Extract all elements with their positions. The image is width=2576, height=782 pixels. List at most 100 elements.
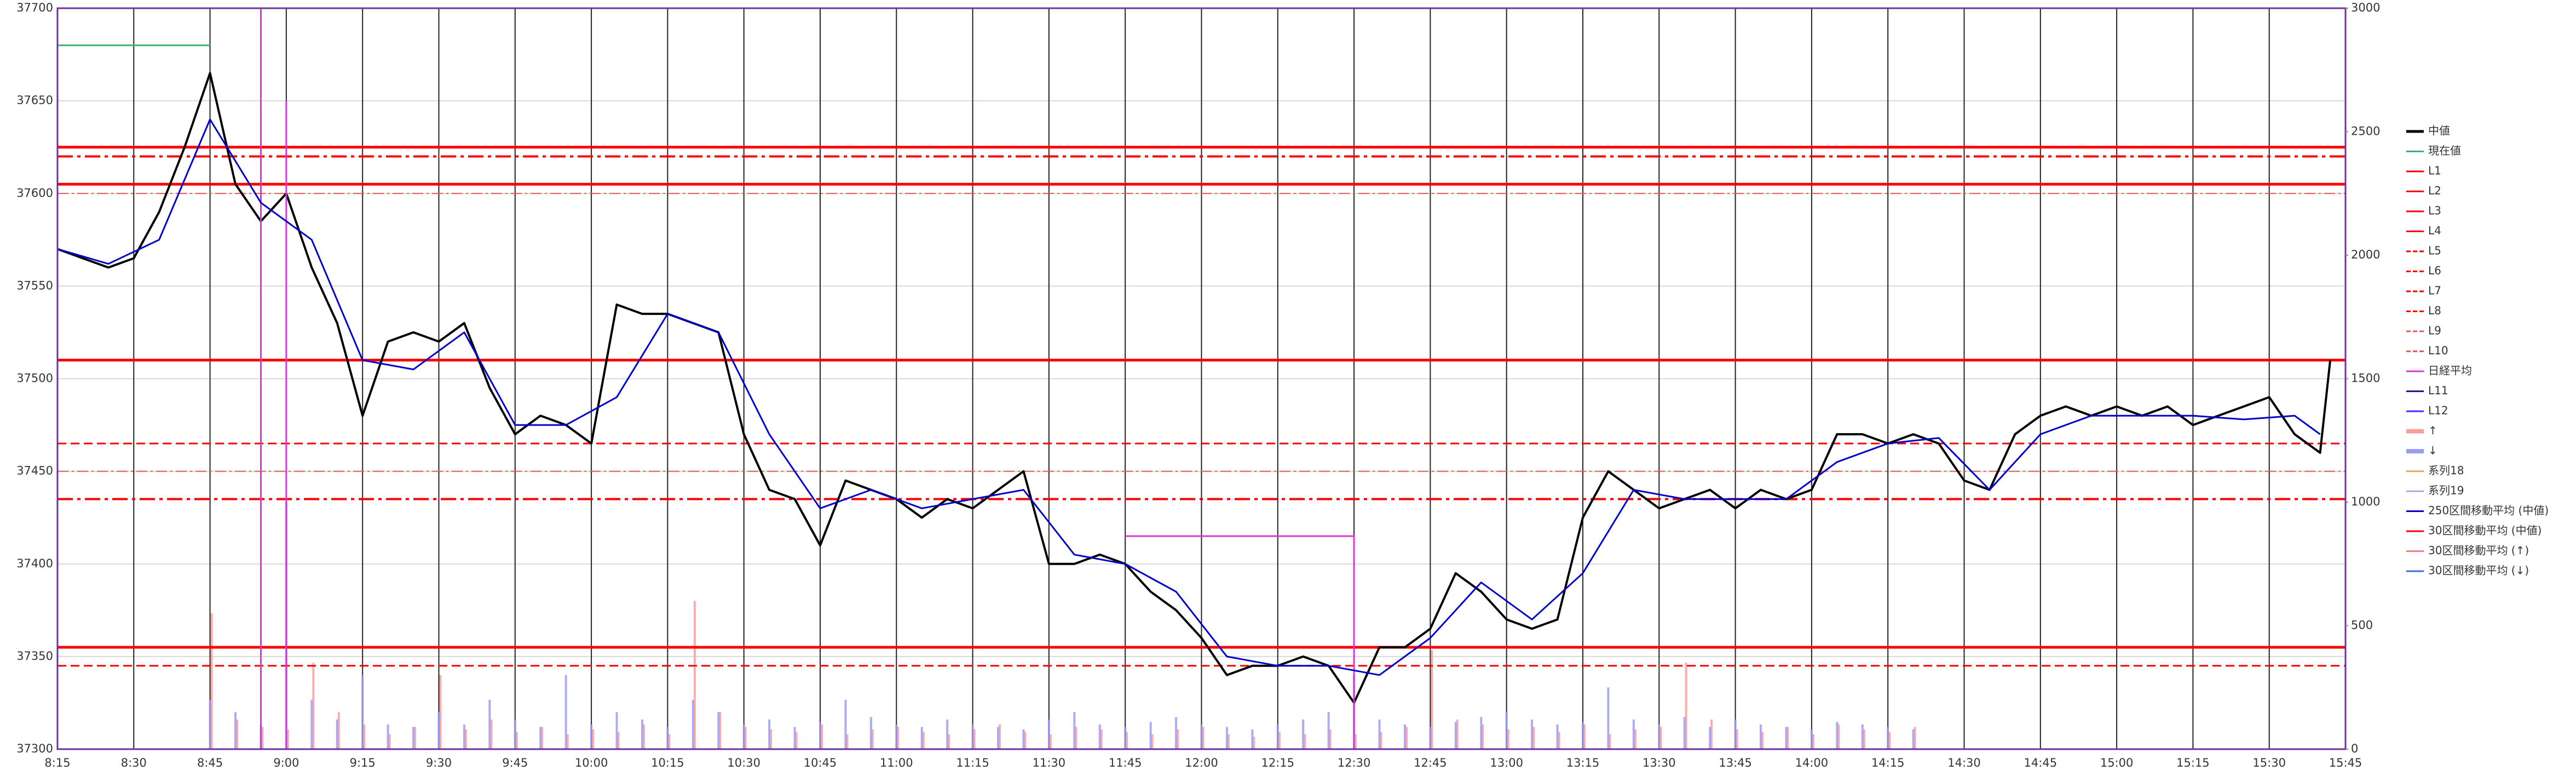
x-tick-label: 14:15 [1871, 756, 1905, 769]
x-tick-label: 13:15 [1566, 756, 1600, 769]
volume-bar [1047, 719, 1050, 749]
x-tick-label: 11:00 [880, 756, 913, 769]
volume-bar [844, 699, 847, 749]
x-tick-label: 9:15 [350, 756, 376, 769]
volume-bar [592, 729, 595, 749]
volume-bar [1304, 734, 1306, 749]
volume-bar [1329, 729, 1332, 749]
volume-bar [895, 724, 898, 749]
volume-bar [617, 732, 620, 749]
legend-label: L6 [2428, 264, 2441, 277]
legend-label: L3 [2428, 204, 2441, 217]
volume-bar [1149, 722, 1152, 749]
volume-bar [564, 675, 567, 749]
volume-bar [1355, 734, 1357, 749]
volume-bar [999, 724, 1001, 749]
volume-bar [1507, 729, 1509, 749]
volume-bar [1761, 732, 1764, 749]
volume-bar [1380, 732, 1382, 749]
volume-bar [1863, 729, 1865, 749]
volume-bar [261, 727, 264, 749]
volume-bar [1075, 727, 1077, 749]
volume-bar [590, 724, 593, 749]
volume-bar [1126, 732, 1128, 749]
x-tick-label: 14:30 [1947, 756, 1981, 769]
series-line [1125, 535, 1355, 749]
volume-bar [1683, 717, 1686, 749]
x-tick-label: 11:45 [1109, 756, 1142, 769]
volume-bar [234, 712, 237, 749]
volume-bar [897, 727, 900, 749]
volume-bar [1100, 729, 1103, 749]
volume-bar [1658, 724, 1661, 749]
volume-bar [1837, 724, 1840, 749]
x-tick-label: 15:00 [2100, 756, 2134, 769]
volume-bar [1302, 719, 1305, 749]
volume-bar [539, 727, 542, 749]
legend-label: 系列19 [2428, 484, 2464, 497]
x-tick-label: 12:00 [1185, 756, 1218, 769]
volume-bar [1609, 734, 1611, 749]
x-tick-label: 15:45 [2329, 756, 2362, 769]
y2-tick-label: 500 [2351, 619, 2373, 632]
legend-label: 250区間移動平均 (中値) [2428, 504, 2549, 517]
legend-label: ↓ [2428, 444, 2437, 457]
volume-bar [971, 724, 974, 749]
volume-bar [388, 734, 391, 749]
x-tick-label: 13:00 [1490, 756, 1523, 769]
volume-bar [210, 613, 213, 749]
volume-bar [490, 719, 493, 749]
x-tick-label: 14:45 [2024, 756, 2058, 769]
x-tick-label: 11:15 [956, 756, 989, 769]
volume-bar [691, 699, 694, 749]
volume-bar [1532, 727, 1535, 749]
volume-bar [1225, 727, 1228, 749]
volume-bar [1429, 727, 1432, 749]
volume-bar [1049, 734, 1052, 749]
volume-bar [1556, 724, 1559, 749]
volume-bar [414, 727, 417, 749]
x-tick-label: 13:45 [1719, 756, 1752, 769]
volume-bar [1787, 727, 1789, 749]
legend-label: L9 [2428, 324, 2441, 337]
y-tick-label: 37650 [16, 94, 53, 107]
volume-bar [514, 719, 516, 749]
volume-bar [1607, 687, 1610, 749]
volume-bar [1253, 737, 1255, 749]
legend-label: 30区間移動平均 (↑) [2428, 544, 2529, 557]
legend-label: 系列18 [2428, 464, 2464, 477]
volume-bar [1456, 719, 1459, 749]
x-tick-label: 9:30 [426, 756, 452, 769]
y2-tick-label: 2000 [2351, 248, 2380, 261]
volume-bar [744, 727, 747, 749]
x-tick-label: 8:30 [121, 756, 147, 769]
volume-bar [463, 724, 465, 749]
volume-bar [439, 675, 442, 749]
volume-bar [793, 727, 796, 749]
volume-bar [1151, 734, 1154, 749]
volume-bar [1251, 729, 1254, 749]
volume-bar [337, 712, 340, 749]
legend-label: L10 [2428, 344, 2448, 357]
legend-label: 現在値 [2428, 144, 2461, 157]
y2-tick-label: 1000 [2351, 495, 2380, 508]
volume-bar [1558, 732, 1560, 749]
y-tick-label: 37350 [16, 649, 53, 663]
marks [57, 8, 2346, 749]
legend-label: L12 [2428, 404, 2448, 417]
legend-label: 中値 [2428, 124, 2450, 137]
volume-bar [642, 724, 645, 749]
volume-bar [412, 727, 415, 749]
legend-label: L2 [2428, 184, 2441, 197]
volume-bar [641, 719, 643, 749]
legend-label: L7 [2428, 284, 2441, 297]
volume-bar [1685, 663, 1687, 749]
y-tick-label: 37550 [16, 279, 53, 292]
volume-bar [1887, 727, 1889, 749]
legend-label: L11 [2428, 384, 2448, 397]
x-tick-label: 11:30 [1033, 756, 1066, 769]
volume-bar [1200, 724, 1203, 749]
volume-bar [1812, 734, 1814, 749]
volume-bar [666, 727, 669, 749]
